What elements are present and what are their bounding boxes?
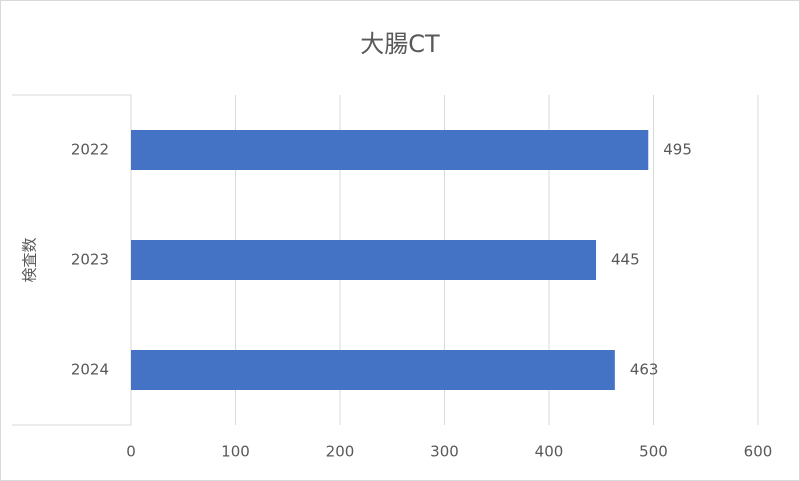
y-tick-label: 2022 [71,141,109,159]
x-tick-label: 200 [326,443,355,461]
x-tick-label: 600 [744,443,773,461]
x-tick-label: 500 [639,443,668,461]
x-tick-label: 100 [221,443,250,461]
data-label: 445 [611,251,640,269]
y-tick-label: 2024 [71,361,109,379]
x-tick-label: 400 [535,443,564,461]
x-tick-label: 300 [430,443,459,461]
data-label: 495 [663,141,692,159]
x-tick-label: 0 [126,443,136,461]
y-axis-label: 検査数 [21,237,39,282]
data-label: 463 [630,361,659,379]
bar [131,240,597,280]
bar [131,130,649,170]
y-tick-label: 2023 [71,251,109,269]
chart-title: 大腸CT [360,30,440,58]
bar [131,350,615,390]
